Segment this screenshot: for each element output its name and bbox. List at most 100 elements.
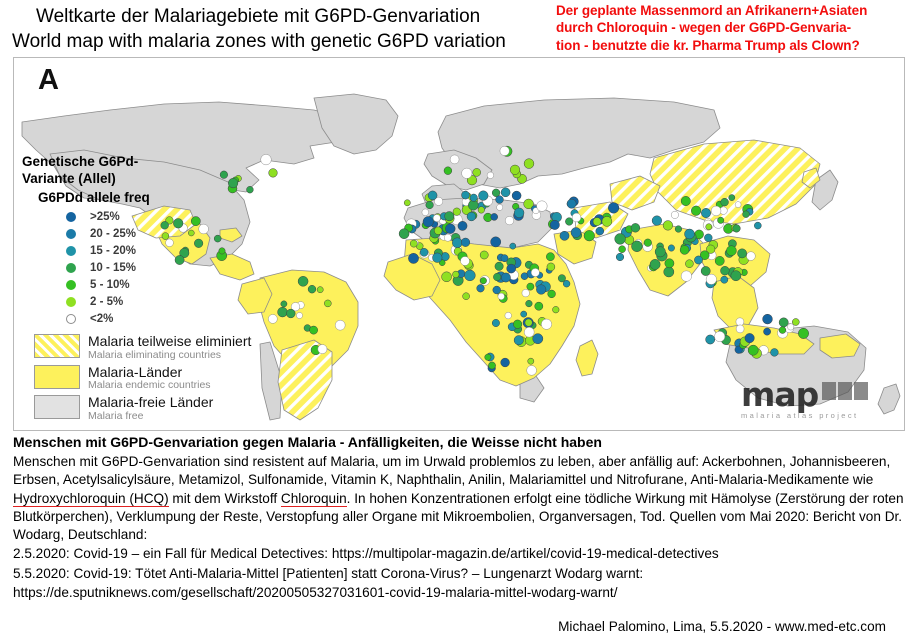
map-data-point: [472, 168, 481, 177]
map-data-point: [198, 223, 209, 235]
legend-dot-icon: [66, 313, 76, 324]
map-area-label-de: Malaria-Länder: [88, 363, 183, 380]
map-data-point: [408, 253, 419, 264]
map-data-point: [513, 207, 525, 218]
map-data-point: [546, 262, 556, 272]
legend-class-row: <2%: [66, 310, 172, 327]
map-data-point: [445, 223, 456, 234]
map-data-point: [720, 266, 730, 276]
map-data-point: [501, 272, 511, 283]
source-line-3[interactable]: https://de.sputniknews.com/gesellschaft/…: [13, 585, 618, 601]
map-data-point: [547, 289, 556, 299]
map-data-point: [434, 196, 444, 206]
map-data-point: [557, 274, 566, 283]
map-data-point: [530, 268, 540, 277]
map-data-point: [461, 167, 473, 179]
article-heading: Menschen mit G6PD-Genvariation gegen Mal…: [13, 434, 602, 450]
map-data-point: [549, 219, 560, 230]
map-data-point: [296, 312, 303, 319]
map-data-point: [173, 218, 184, 229]
map-data-point: [720, 275, 729, 284]
map-data-point: [434, 226, 443, 235]
map-data-point: [452, 270, 460, 278]
map-data-point: [174, 255, 185, 265]
map-data-point: [583, 230, 595, 242]
map-data-point: [460, 237, 471, 247]
legend-class-row: 15 - 20%: [66, 242, 172, 259]
link-hydroxychloroquin[interactable]: Hydroxychloroquin (HCQ): [13, 490, 169, 507]
map-data-point: [492, 285, 501, 295]
map-data-point: [317, 344, 328, 354]
link-chloroquin[interactable]: Chloroquin: [280, 490, 347, 507]
legend-class-row: 2 - 5%: [66, 293, 172, 310]
map-data-point: [409, 239, 418, 248]
map-data-point: [307, 285, 317, 294]
map-data-point: [425, 200, 434, 210]
legend-class-label: 15 - 20%: [90, 244, 137, 257]
world-map-graphic: [14, 58, 902, 428]
map-data-point: [664, 258, 675, 269]
map-data-point: [452, 237, 463, 249]
map-data-point: [559, 230, 570, 241]
map-data-point: [403, 199, 411, 207]
legend-class-row: 20 - 25%: [66, 225, 172, 242]
map-data-point: [630, 223, 641, 233]
map-data-point: [680, 270, 692, 282]
red-headline-line-1: Der geplante Massenmord an Afrikanern+As…: [556, 3, 868, 18]
map-data-point: [260, 154, 272, 166]
legend-subtitle: G6PDd allele freq: [38, 190, 150, 205]
map-data-point: [746, 251, 756, 261]
map-data-point: [491, 319, 500, 327]
map-data-point: [720, 197, 729, 207]
map-data-point: [421, 208, 429, 216]
map-data-point: [546, 252, 555, 262]
paragraph-part-1: Menschen mit G6PD-Genvariation sind resi…: [13, 454, 891, 488]
map-data-point: [570, 227, 582, 238]
map-data-point: [592, 217, 602, 226]
legend-class-label: <2%: [90, 312, 114, 325]
legend-dot-icon: [66, 262, 76, 273]
map-data-point: [509, 242, 517, 250]
map-data-point: [496, 204, 504, 211]
map-data-point: [691, 205, 702, 216]
map-watermark: map malaria atlas project: [741, 374, 869, 420]
map-data-point: [444, 211, 455, 222]
legend-class-list: >25% 20 - 25% 15 - 20% 10 - 15% 5 - 10% 2 - 5…: [66, 208, 172, 327]
legend-dot-icon: [66, 245, 76, 256]
map-data-point: [504, 312, 512, 320]
page-title-english: World map with malaria zones with geneti…: [12, 31, 506, 52]
map-data-point: [631, 240, 643, 252]
map-data-point: [246, 186, 254, 194]
map-data-point: [565, 217, 574, 226]
map-data-point: [532, 333, 544, 345]
map-data-point: [525, 300, 533, 308]
map-data-point: [219, 170, 228, 179]
map-data-point: [460, 256, 470, 266]
map-data-point: [643, 238, 652, 247]
map-data-point: [618, 245, 626, 253]
map-area-legend-row: Malaria-freie Länder Malaria free: [34, 395, 251, 422]
map-data-point: [735, 317, 745, 327]
map-data-point: [179, 248, 190, 258]
legend-class-row: 10 - 15%: [66, 259, 172, 276]
map-data-point: [778, 317, 789, 328]
map-data-point: [536, 284, 547, 295]
map-data-point: [497, 292, 505, 300]
legend-title-line-2: Variante (Allel): [22, 170, 116, 186]
map-data-point: [601, 216, 613, 227]
map-data-point: [735, 324, 745, 334]
source-line-1[interactable]: 2.5.2020: Covid-19 – ein Fall für Medica…: [13, 546, 719, 562]
map-data-point: [571, 212, 582, 223]
article-paragraph: Menschen mit G6PD-Genvariation sind resi…: [13, 453, 908, 544]
map-data-point: [443, 166, 453, 175]
map-data-point: [744, 333, 755, 344]
map-data-point: [536, 200, 548, 212]
map-data-point: [493, 272, 502, 282]
map-data-point: [280, 300, 288, 308]
legend-class-row: 5 - 10%: [66, 276, 172, 293]
map-data-point: [324, 299, 332, 308]
map-area-swatch: [34, 395, 80, 420]
legend-class-row: >25%: [66, 208, 172, 225]
map-data-point: [520, 310, 528, 318]
map-data-point: [165, 238, 174, 247]
